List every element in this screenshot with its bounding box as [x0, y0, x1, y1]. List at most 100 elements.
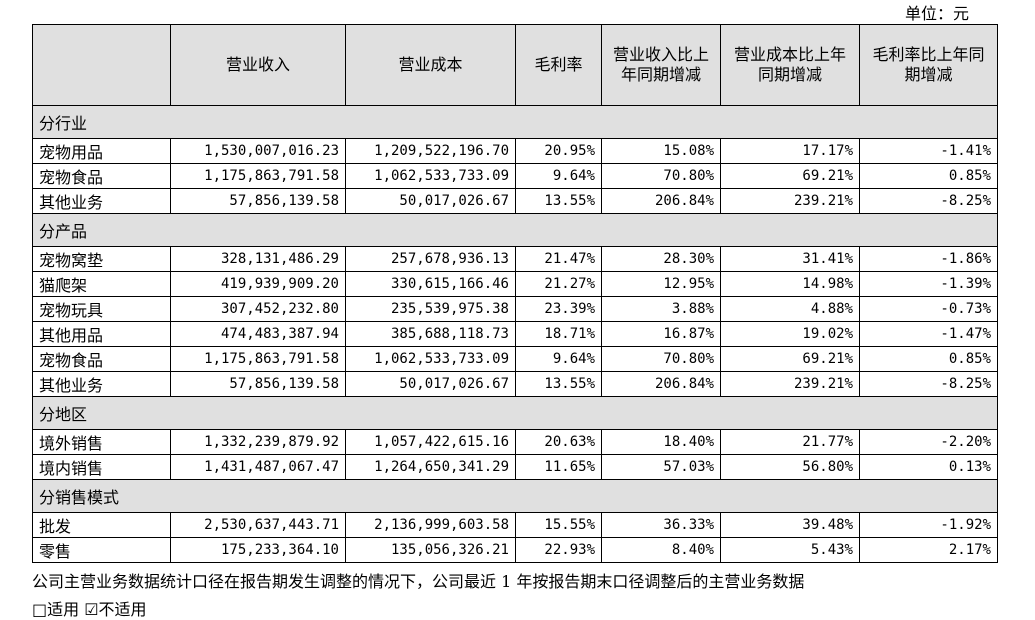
- cell: -8.25%: [859, 188, 998, 214]
- cell: 13.55%: [515, 371, 602, 397]
- cell: 50,017,026.67: [345, 188, 516, 214]
- section-row: 分销售模式: [32, 479, 998, 513]
- cell: 4.88%: [720, 296, 860, 322]
- cell: 50,017,026.67: [345, 371, 516, 397]
- cell: 20.63%: [515, 429, 602, 455]
- cell: 18.71%: [515, 321, 602, 347]
- header-cell: 营业成本比上年同期增减: [720, 24, 860, 106]
- cell: 206.84%: [601, 188, 721, 214]
- cell: 18.40%: [601, 429, 721, 455]
- data-row: 其他业务 57,856,139.58 50,017,026.67 13.55% 206.…: [32, 371, 998, 397]
- cell: 239.21%: [720, 188, 860, 214]
- table: 营业收入 营业成本 毛利率 营业收入比上年同期增减 营业成本比上年同期增减 毛利率比上年同…: [32, 24, 998, 563]
- section-title: 分行业: [32, 105, 998, 139]
- cell: 474,483,387.94: [170, 321, 346, 347]
- cell: 20.95%: [515, 138, 602, 164]
- cell: -1.41%: [859, 138, 998, 164]
- cell: 宠物玩具: [32, 296, 171, 322]
- section-row: 分地区: [32, 396, 998, 430]
- cell: 14.98%: [720, 271, 860, 297]
- cell: 批发: [32, 512, 171, 538]
- cell: 猫爬架: [32, 271, 171, 297]
- cell: 1,175,863,791.58: [170, 163, 346, 189]
- cell: -0.73%: [859, 296, 998, 322]
- cell: 2.17%: [859, 537, 998, 563]
- cell: 69.21%: [720, 346, 860, 372]
- cell: -8.25%: [859, 371, 998, 397]
- cell: 宠物食品: [32, 163, 171, 189]
- cell: -2.20%: [859, 429, 998, 455]
- cell: 57.03%: [601, 454, 721, 480]
- cell: 206.84%: [601, 371, 721, 397]
- data-row: 宠物窝垫 328,131,486.29 257,678,936.13 21.47% 28…: [32, 246, 998, 272]
- cell: 3.88%: [601, 296, 721, 322]
- cell: 零售: [32, 537, 171, 563]
- data-row: 批发 2,530,637,443.71 2,136,999,603.58 15.55%…: [32, 512, 998, 538]
- cell: 1,175,863,791.58: [170, 346, 346, 372]
- cell: 328,131,486.29: [170, 246, 346, 272]
- data-row: 宠物食品 1,175,863,791.58 1,062,533,733.09 9.64…: [32, 163, 998, 189]
- cell: 宠物窝垫: [32, 246, 171, 272]
- cell: 1,057,422,615.16: [345, 429, 516, 455]
- cell: 境外销售: [32, 429, 171, 455]
- cell: 330,615,166.46: [345, 271, 516, 297]
- cell: 257,678,936.13: [345, 246, 516, 272]
- cell: 宠物用品: [32, 138, 171, 164]
- data-row: 境外销售 1,332,239,879.92 1,057,422,615.16 20.6…: [32, 429, 998, 455]
- cell: -1.86%: [859, 246, 998, 272]
- cell: 307,452,232.80: [170, 296, 346, 322]
- cell: 239.21%: [720, 371, 860, 397]
- cell: 1,530,007,016.23: [170, 138, 346, 164]
- data-row: 宠物食品 1,175,863,791.58 1,062,533,733.09 9.64…: [32, 346, 998, 372]
- header-cell: 营业成本: [345, 24, 516, 106]
- cell: 1,062,533,733.09: [345, 163, 516, 189]
- data-row: 境内销售 1,431,487,067.47 1,264,650,341.29 11.6…: [32, 454, 998, 480]
- cell: 36.33%: [601, 512, 721, 538]
- cell: 57,856,139.58: [170, 188, 346, 214]
- cell: 13.55%: [515, 188, 602, 214]
- cell: 2,136,999,603.58: [345, 512, 516, 538]
- cell: 1,209,522,196.70: [345, 138, 516, 164]
- cell: 12.95%: [601, 271, 721, 297]
- cell: 15.08%: [601, 138, 721, 164]
- cell: 235,539,975.38: [345, 296, 516, 322]
- cell: 70.80%: [601, 163, 721, 189]
- cell: 28.30%: [601, 246, 721, 272]
- section-title: 分地区: [32, 396, 998, 430]
- cell: 其他业务: [32, 371, 171, 397]
- data-row: 宠物玩具 307,452,232.80 235,539,975.38 23.39% 3.…: [32, 296, 998, 322]
- cell: 19.02%: [720, 321, 860, 347]
- data-row: 其他业务 57,856,139.58 50,017,026.67 13.55% 206.…: [32, 188, 998, 214]
- data-row: 零售 175,233,364.10 135,056,326.21 22.93% 8.40…: [32, 537, 998, 563]
- cell: 1,332,239,879.92: [170, 429, 346, 455]
- cell: 0.85%: [859, 346, 998, 372]
- cell: 135,056,326.21: [345, 537, 516, 563]
- header-cell: 营业收入: [170, 24, 346, 106]
- cell: 宠物食品: [32, 346, 171, 372]
- cell: -1.92%: [859, 512, 998, 538]
- cell: 1,062,533,733.09: [345, 346, 516, 372]
- cell: 419,939,909.20: [170, 271, 346, 297]
- cell: 31.41%: [720, 246, 860, 272]
- footer-note: 公司主营业务数据统计口径在报告期发生调整的情况下，公司最近 1 年按报告期末口径…: [32, 572, 805, 591]
- data-row: 宠物用品 1,530,007,016.23 1,209,522,196.70 20.9…: [32, 138, 998, 164]
- footer-option: □适用 ☑不适用: [32, 600, 147, 619]
- cell: 2,530,637,443.71: [170, 512, 346, 538]
- header-cell: 毛利率比上年同期增减: [859, 24, 998, 106]
- cell: 21.77%: [720, 429, 860, 455]
- page: 单位：元 营业收入 营业成本 毛利率 营业收入比上年同期增减 营业成本比上年同期增减 毛利…: [32, 4, 998, 619]
- header-cell: 营业收入比上年同期增减: [601, 24, 721, 106]
- cell: 16.87%: [601, 321, 721, 347]
- cell: -1.47%: [859, 321, 998, 347]
- cell: 175,233,364.10: [170, 537, 346, 563]
- section-row: 分行业: [32, 105, 998, 139]
- cell: 其他业务: [32, 188, 171, 214]
- cell: 11.65%: [515, 454, 602, 480]
- header-cell: [32, 24, 171, 106]
- cell: 1,264,650,341.29: [345, 454, 516, 480]
- cell: 9.64%: [515, 346, 602, 372]
- cell: 69.21%: [720, 163, 860, 189]
- cell: 8.40%: [601, 537, 721, 563]
- unit-label: 单位：元: [905, 4, 970, 23]
- data-row: 猫爬架 419,939,909.20 330,615,166.46 21.27% 12.…: [32, 271, 998, 297]
